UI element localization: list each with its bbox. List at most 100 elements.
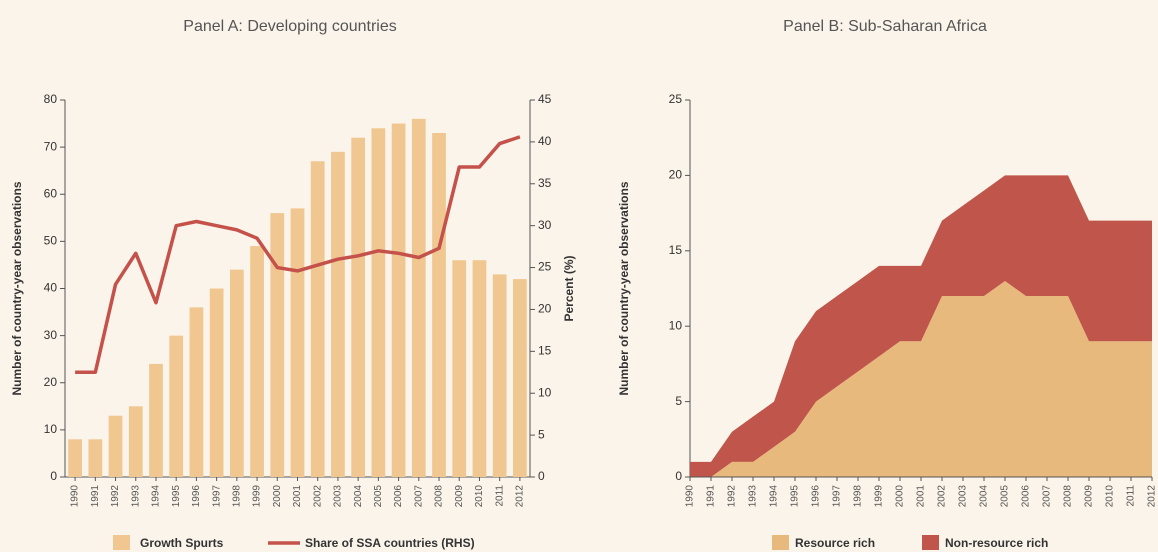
- x-tick-label: 2007: [413, 485, 424, 508]
- line: [75, 135, 521, 375]
- legend-label: Non-resource rich: [945, 536, 1048, 550]
- x-tick-label: 2006: [1021, 485, 1032, 508]
- bar: [472, 260, 487, 477]
- x-tick-label: 1998: [231, 485, 242, 508]
- y-tick-label: 0: [675, 469, 682, 483]
- x-tick-label: 1994: [769, 485, 780, 508]
- x-tick-label: 1996: [811, 485, 822, 508]
- bar: [432, 132, 446, 478]
- y-tick-label: 15: [538, 344, 552, 358]
- bar: [371, 128, 386, 477]
- y-tick-label: 20: [44, 375, 58, 389]
- legend-label: Resource rich: [795, 536, 875, 550]
- bar: [331, 151, 345, 477]
- x-tick-label: 1995: [171, 485, 182, 508]
- legend-swatch: [772, 535, 789, 550]
- x-tick-label: 2002: [937, 485, 948, 508]
- bar: [351, 137, 366, 477]
- x-tick-label: 1997: [211, 485, 222, 508]
- x-tick-label: 2002: [312, 485, 323, 508]
- x-tick-label: 1991: [90, 485, 101, 508]
- x-tick-label: 1994: [151, 485, 162, 508]
- x-tick-label: 2012: [1147, 485, 1158, 508]
- bar: [452, 260, 467, 477]
- x-tick-label: 2009: [1084, 485, 1095, 508]
- y-tick-label: 30: [44, 328, 58, 342]
- y-tick-label: 25: [669, 92, 683, 106]
- bar: [189, 307, 204, 477]
- y-tick-label: 70: [44, 139, 58, 153]
- bar: [492, 274, 507, 477]
- x-tick-label: 1993: [130, 485, 141, 508]
- x-tick-label: 2011: [1126, 485, 1137, 507]
- bar: [310, 161, 325, 477]
- axis-title: Number of country-year observations: [10, 181, 24, 395]
- x-tick-label: 2008: [434, 485, 445, 508]
- area: [690, 175, 1152, 477]
- legend-label: Share of SSA countries (RHS): [305, 536, 475, 550]
- axis-title: Number of country-year observations: [617, 181, 631, 395]
- y-tick-label: 60: [44, 186, 58, 200]
- bar: [68, 439, 82, 477]
- y-tick-label: 40: [538, 134, 552, 148]
- x-tick-label: 1990: [685, 485, 696, 508]
- bar: [128, 406, 143, 477]
- x-tick-label: 1993: [748, 485, 759, 508]
- bar: [229, 269, 244, 477]
- bar: [88, 439, 103, 477]
- x-tick-label: 2011: [494, 485, 505, 507]
- y-tick-label: 10: [538, 385, 552, 399]
- x-tick-label: 2008: [1063, 485, 1074, 508]
- y-tick-label: 50: [44, 234, 58, 248]
- x-tick-label: 1999: [874, 485, 885, 508]
- x-tick-label: 1992: [727, 485, 738, 508]
- x-tick-label: 1992: [110, 485, 121, 508]
- y-tick-label: 45: [538, 92, 552, 106]
- area: [690, 280, 1152, 477]
- bar: [270, 213, 285, 477]
- bar: [513, 279, 527, 477]
- axis-title: Percent (%): [562, 255, 576, 321]
- y-tick-label: 35: [538, 176, 552, 190]
- x-tick-label: 2010: [1105, 485, 1116, 508]
- y-tick-label: 0: [50, 469, 57, 483]
- y-tick-label: 30: [538, 218, 552, 232]
- legend-label: Growth Spurts: [140, 536, 224, 550]
- x-tick-label: 2005: [1000, 485, 1011, 508]
- x-tick-label: 2009: [454, 485, 465, 508]
- y-tick-label: 0: [538, 469, 545, 483]
- x-tick-label: 1999: [252, 485, 263, 508]
- x-tick-label: 2006: [393, 485, 404, 508]
- bar: [169, 335, 184, 477]
- x-tick-label: 1997: [832, 485, 843, 508]
- bar: [290, 208, 305, 477]
- bar: [391, 123, 406, 477]
- chart-title: Panel A: Developing countries: [183, 18, 396, 35]
- y-tick-label: 20: [538, 302, 552, 316]
- legend-swatch: [922, 535, 939, 550]
- y-tick-label: 80: [44, 92, 58, 106]
- x-tick-label: 2001: [916, 485, 927, 508]
- x-tick-label: 2003: [333, 485, 344, 508]
- bar: [149, 363, 163, 477]
- x-tick-label: 1996: [191, 485, 202, 508]
- y-tick-label: 40: [44, 281, 58, 295]
- y-tick-label: 20: [669, 168, 683, 182]
- x-tick-label: 2007: [1042, 485, 1053, 508]
- y-tick-label: 10: [669, 318, 683, 332]
- bar: [108, 415, 123, 477]
- bar: [250, 246, 264, 477]
- x-tick-label: 2012: [515, 485, 526, 508]
- bar: [411, 118, 426, 477]
- bar: [209, 288, 224, 477]
- x-tick-label: 1990: [70, 485, 81, 508]
- y-tick-label: 25: [538, 260, 552, 274]
- x-tick-label: 2004: [979, 485, 990, 508]
- x-tick-label: 1998: [853, 485, 864, 508]
- x-tick-label: 2003: [958, 485, 969, 508]
- y-tick-label: 5: [675, 394, 682, 408]
- x-tick-label: 2001: [292, 485, 303, 508]
- x-tick-label: 2000: [272, 485, 283, 508]
- x-tick-label: 2005: [373, 485, 384, 508]
